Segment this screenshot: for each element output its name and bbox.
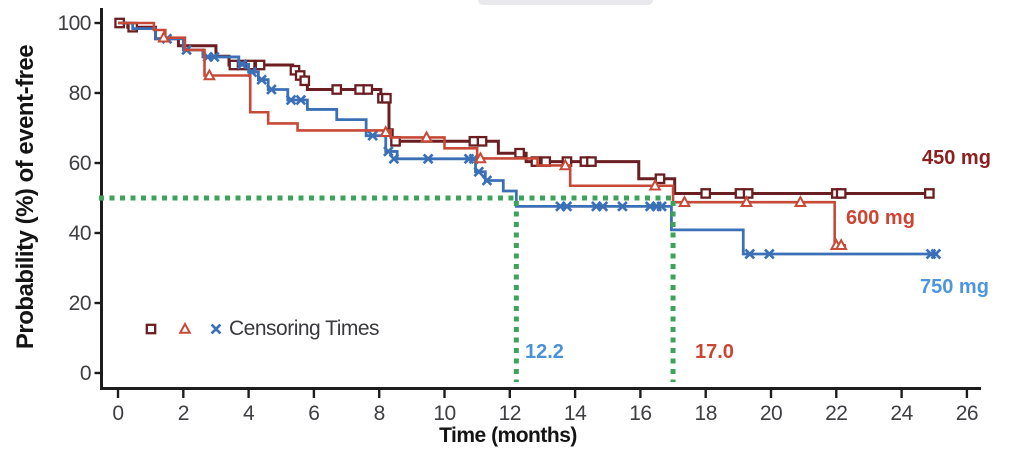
svg-text:18: 18: [695, 402, 717, 425]
svg-text:22: 22: [825, 402, 847, 425]
svg-text:14: 14: [564, 402, 587, 425]
x-axis-title: Time (months): [439, 424, 577, 447]
svg-text:16: 16: [629, 402, 651, 425]
top-edge-pill: [478, 0, 653, 5]
svg-text:8: 8: [374, 402, 385, 425]
series-label-600mg: 600 mg: [846, 207, 915, 229]
median-label-600mg: 17.0: [695, 341, 734, 363]
series-label-450mg: 450 mg: [922, 147, 991, 169]
svg-text:24: 24: [890, 402, 913, 425]
legend-label: Censoring Times: [229, 317, 380, 340]
svg-text:2: 2: [178, 402, 189, 425]
y-axis-title: Probability (%) of event-free: [12, 44, 39, 350]
svg-text:80: 80: [69, 82, 91, 105]
series-label-750mg: 750 mg: [920, 276, 989, 298]
svg-text:0: 0: [112, 402, 123, 425]
svg-text:100: 100: [57, 12, 91, 35]
svg-text:0: 0: [80, 362, 91, 385]
svg-text:60: 60: [69, 152, 91, 175]
svg-text:6: 6: [308, 402, 319, 425]
svg-text:12: 12: [499, 402, 521, 425]
svg-text:4: 4: [243, 402, 255, 425]
svg-text:20: 20: [760, 402, 782, 425]
svg-text:26: 26: [956, 402, 978, 425]
svg-text:20: 20: [69, 292, 91, 315]
svg-text:40: 40: [69, 222, 91, 245]
median-label-750mg: 12.2: [525, 341, 564, 363]
svg-text:10: 10: [433, 402, 455, 425]
